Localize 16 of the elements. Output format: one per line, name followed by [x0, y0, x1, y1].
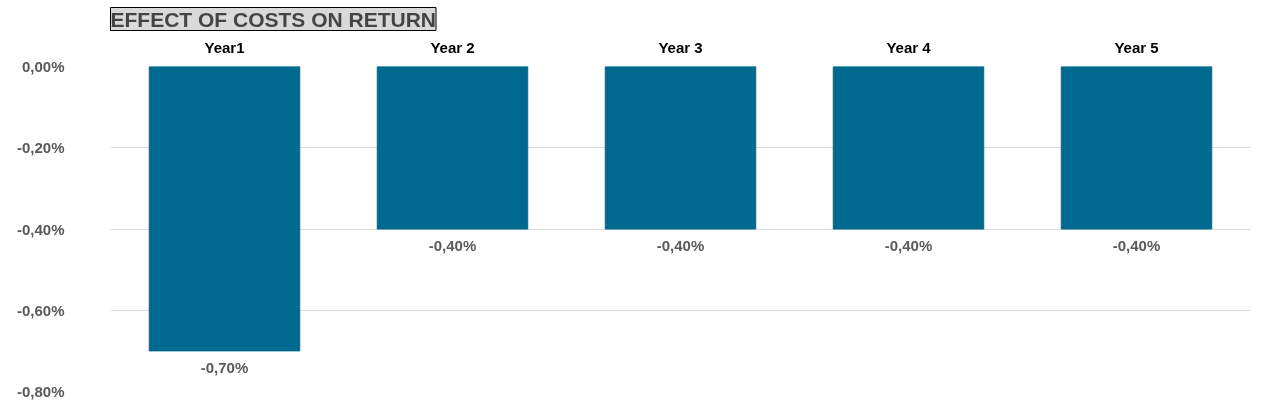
y-tick-label: -0,60% [16, 301, 65, 319]
data-label: -0,40% [656, 237, 705, 255]
chart-title: EFFECT OF COSTS ON RETURN [110, 7, 436, 31]
y-tick-label: -0,20% [16, 139, 65, 157]
data-label: -0,70% [200, 359, 249, 376]
data-label: -0,40% [1112, 237, 1161, 255]
x-tick-label: Year 5 [1114, 38, 1159, 56]
y-tick-label: -0,40% [16, 220, 65, 238]
x-tick-label: Year 2 [430, 38, 475, 56]
y-tick-label: -0,80% [16, 383, 65, 400]
x-tick-label: Year1 [204, 38, 245, 56]
y-tick-label: 0,00% [21, 58, 65, 75]
data-label: -0,40% [428, 237, 477, 255]
x-tick-label: Year 3 [658, 38, 703, 56]
x-tick-label: Year 4 [886, 38, 932, 56]
data-label: -0,40% [884, 237, 933, 255]
